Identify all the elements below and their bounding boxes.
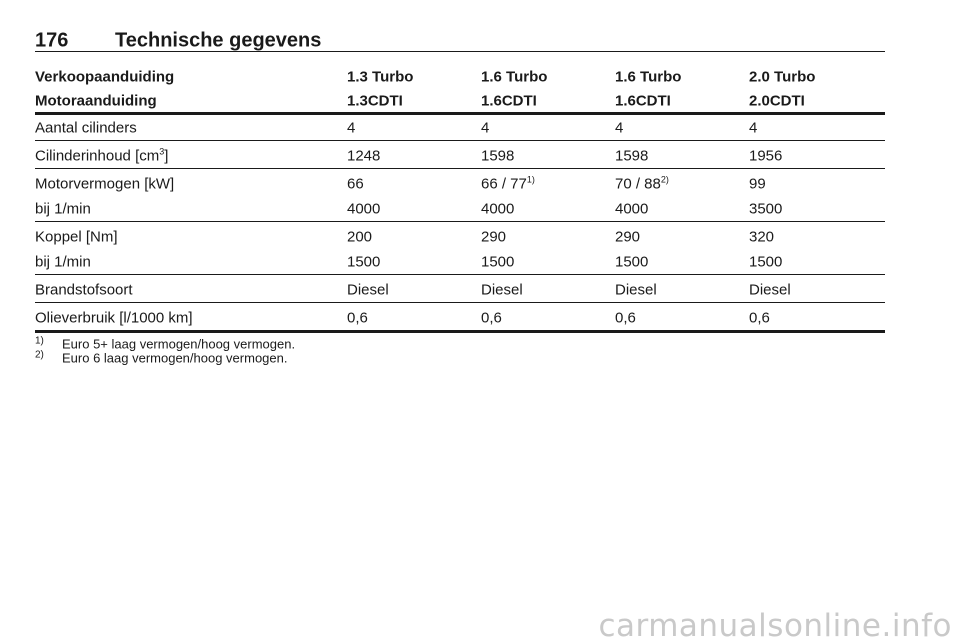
table-cell: Brandstofsoort [35,281,133,298]
table-cell: bij 1/min [35,253,91,271]
table-cell: 0,6 [615,309,636,326]
table-cell: 0,6 [347,309,368,326]
table-cell: Aantal cilinders [35,119,137,136]
table-cell: 290 [615,228,641,245]
table-cell: 1.6CDTI [481,92,537,110]
superscript: 2) [660,174,669,184]
table-cell: 4 [481,119,490,136]
footnote-text: Euro 5+ laag vermogen/hoog vermogen. [62,336,296,352]
table-cell: Cilinderinhoud [cm3] [35,146,169,165]
cell-text: Cilinderinhoud [cm [35,147,160,164]
page-title: Technische gegevens [115,29,322,52]
table-cell: 4 [347,119,356,136]
footnote-mark: 1) [35,335,44,347]
table-cell: 0,6 [481,309,502,326]
footnote-text: Euro 6 laag vermogen/hoog vermogen. [62,350,288,366]
row-rule [35,140,885,141]
table-cell: 1.3 Turbo [347,68,414,86]
table-cell: 3500 [749,200,783,218]
superscript: 1) [526,174,535,184]
table-cell: 2.0CDTI [749,92,805,110]
table-cell: 1500 [481,253,515,271]
page-number: 176 [35,29,69,52]
thick-rule [35,112,885,115]
table-cell: 1.6 Turbo [615,68,682,86]
table-cell: Diesel [481,281,523,298]
cell-text: ] [164,147,169,164]
table-cell: 4 [615,119,624,136]
table-cell: Diesel [347,281,389,298]
table-cell: 1.6 Turbo [481,68,548,86]
table-cell: 320 [749,228,775,245]
cell-text: 66 / 77 [481,175,527,192]
thick-rule [35,330,885,333]
table-cell: 1500 [749,253,783,271]
table-cell: 4000 [615,200,649,218]
header-rule [35,51,885,52]
watermark: carmanualsonline.info [598,608,952,642]
table-cell: 1500 [615,253,649,271]
table-cell: 1598 [615,147,649,164]
table-cell: bij 1/min [35,200,91,218]
table-cell: 66 / 771) [481,174,535,193]
table-cell: 0,6 [749,309,770,326]
table-cell: Koppel [Nm] [35,228,118,245]
cell-text: 70 / 88 [615,175,661,192]
table-cell: 4000 [347,200,381,218]
table-cell: Motorvermogen [kW] [35,175,175,192]
table-cell: 4 [749,119,758,136]
superscript: 3 [159,146,165,156]
table-cell: 66 [347,175,364,192]
table-cell: 200 [347,228,373,245]
table-cell: 1956 [749,147,783,164]
footnote-mark: 2) [35,349,44,361]
table-cell: 1.3CDTI [347,92,403,110]
row-rule [35,221,885,222]
table-cell: Olieverbruik [l/1000 km] [35,309,193,326]
table-cell: Verkoopaanduiding [35,68,175,86]
table-cell: Diesel [749,281,791,298]
row-rule [35,302,885,303]
table-cell: 290 [481,228,507,245]
table-cell: 1.6CDTI [615,92,671,110]
table-cell: 4000 [481,200,515,218]
row-rule [35,274,885,275]
table-cell: 70 / 882) [615,174,669,193]
table-cell: Diesel [615,281,657,298]
table-cell: 1598 [481,147,515,164]
table-cell: 99 [749,175,766,192]
table-cell: 1500 [347,253,381,271]
row-rule [35,168,885,169]
table-cell: 2.0 Turbo [749,68,816,86]
table-cell: Motoraanduiding [35,92,157,110]
table-cell: 1248 [347,147,381,164]
